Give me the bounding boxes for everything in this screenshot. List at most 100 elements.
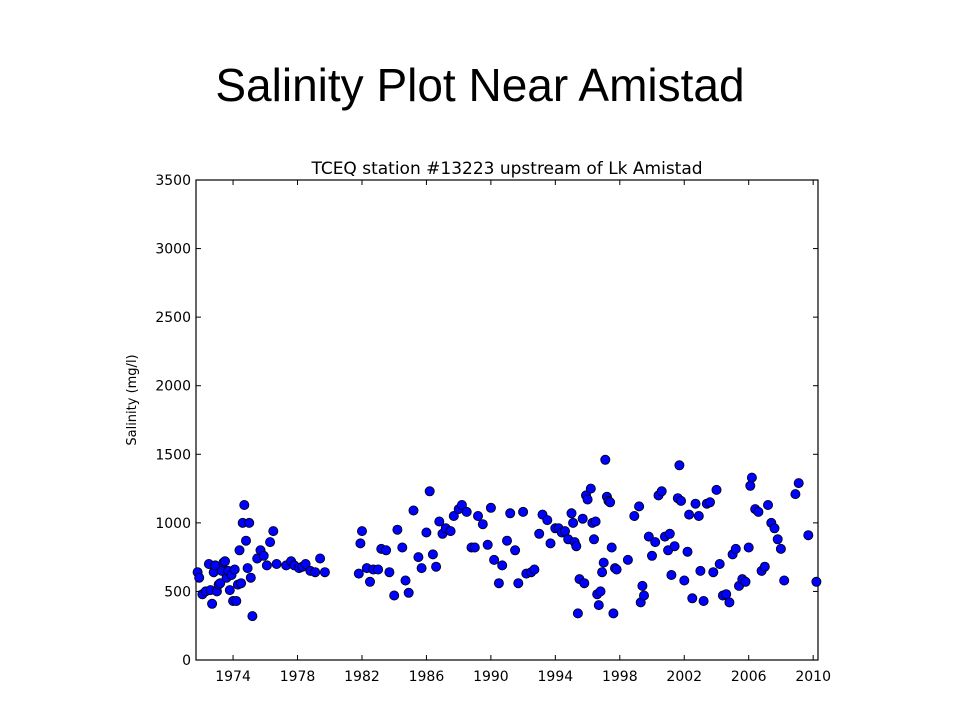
data-point bbox=[424, 486, 435, 497]
data-point bbox=[510, 545, 521, 556]
data-point bbox=[236, 578, 247, 589]
data-point bbox=[421, 527, 432, 538]
data-point bbox=[708, 567, 719, 578]
data-point bbox=[637, 580, 648, 591]
data-point bbox=[763, 499, 774, 510]
data-point bbox=[687, 593, 698, 604]
data-point bbox=[224, 585, 235, 596]
y-tick-label: 3500 bbox=[155, 173, 191, 189]
data-point bbox=[229, 564, 240, 575]
x-tick-label: 2002 bbox=[666, 669, 702, 685]
data-point bbox=[431, 561, 442, 572]
data-point bbox=[790, 489, 801, 500]
x-tick-label: 1994 bbox=[538, 669, 574, 685]
data-point bbox=[608, 608, 619, 619]
y-tick-label: 0 bbox=[182, 653, 191, 669]
x-tick-label: 1978 bbox=[280, 669, 316, 685]
data-point bbox=[505, 508, 516, 519]
data-point bbox=[489, 554, 500, 565]
data-point bbox=[571, 541, 582, 552]
data-point bbox=[244, 517, 255, 528]
data-point bbox=[746, 472, 757, 483]
data-point bbox=[265, 537, 276, 548]
data-point bbox=[392, 524, 403, 535]
data-point bbox=[381, 545, 392, 556]
y-axis: 0 500 1000 1500 2000 2500 3000 3500 bbox=[155, 173, 818, 669]
data-point bbox=[194, 572, 205, 583]
x-tick-label: 1982 bbox=[344, 669, 380, 685]
data-point bbox=[600, 454, 611, 465]
data-point bbox=[682, 546, 693, 557]
data-points bbox=[192, 454, 822, 622]
data-point bbox=[513, 578, 524, 589]
x-tick-label: 1986 bbox=[409, 669, 445, 685]
data-point bbox=[590, 516, 601, 527]
x-axis: 1974 1978 1982 1986 1990 1994 1998 2002 2006 2010 bbox=[215, 180, 831, 685]
data-point bbox=[611, 564, 622, 575]
data-point bbox=[772, 534, 783, 545]
y-axis-label: Salinity (mg/l) bbox=[125, 354, 140, 445]
data-point bbox=[413, 552, 424, 563]
data-point bbox=[666, 570, 677, 581]
data-point bbox=[427, 549, 438, 560]
data-point bbox=[389, 590, 400, 601]
y-tick-label: 1000 bbox=[155, 516, 191, 532]
data-point bbox=[534, 528, 545, 539]
y-tick-label: 3000 bbox=[155, 242, 191, 258]
data-point bbox=[595, 586, 606, 597]
x-tick-label: 2006 bbox=[731, 669, 767, 685]
data-point bbox=[448, 510, 459, 521]
data-point bbox=[606, 542, 617, 553]
data-point bbox=[268, 526, 279, 537]
data-point bbox=[239, 499, 250, 510]
data-point bbox=[497, 560, 508, 571]
data-point bbox=[656, 486, 667, 497]
data-point bbox=[693, 510, 704, 521]
data-point bbox=[353, 568, 364, 579]
data-point bbox=[408, 505, 419, 516]
y-tick-label: 500 bbox=[164, 584, 191, 600]
data-point bbox=[674, 460, 685, 471]
data-point bbox=[589, 534, 600, 545]
data-point bbox=[745, 480, 756, 491]
data-point bbox=[400, 575, 411, 586]
data-point bbox=[730, 543, 741, 554]
chart-title: TCEQ station #13223 upstream of Lk Amist… bbox=[310, 159, 702, 179]
x-tick-label: 1998 bbox=[602, 669, 638, 685]
y-tick-label: 2000 bbox=[155, 379, 191, 395]
data-point bbox=[485, 502, 496, 513]
data-point bbox=[629, 510, 640, 521]
data-point bbox=[472, 510, 483, 521]
data-point bbox=[355, 538, 366, 549]
data-point bbox=[219, 556, 230, 567]
data-point bbox=[634, 501, 645, 512]
data-point bbox=[639, 590, 650, 601]
data-point bbox=[234, 545, 245, 556]
data-point bbox=[622, 554, 633, 565]
data-point bbox=[271, 559, 282, 570]
data-point bbox=[695, 565, 706, 576]
y-tick-label: 1500 bbox=[155, 447, 191, 463]
data-point bbox=[242, 563, 253, 574]
data-point bbox=[482, 539, 493, 550]
data-point bbox=[793, 478, 804, 489]
data-point bbox=[711, 484, 722, 495]
data-point bbox=[669, 541, 680, 552]
data-point bbox=[724, 597, 735, 608]
data-point bbox=[518, 506, 529, 517]
data-point bbox=[650, 537, 661, 548]
data-point bbox=[529, 564, 540, 575]
data-point bbox=[568, 517, 579, 528]
data-point bbox=[775, 543, 786, 554]
x-tick-label: 2010 bbox=[795, 669, 831, 685]
data-point bbox=[582, 494, 593, 505]
data-point bbox=[690, 498, 701, 509]
data-point bbox=[676, 495, 687, 506]
data-point bbox=[469, 542, 480, 553]
data-point bbox=[679, 575, 690, 586]
data-point bbox=[215, 578, 226, 589]
slide-title: Salinity Plot Near Amistad bbox=[215, 59, 745, 111]
data-point bbox=[456, 499, 467, 510]
data-point bbox=[605, 497, 616, 508]
data-point bbox=[207, 598, 218, 609]
